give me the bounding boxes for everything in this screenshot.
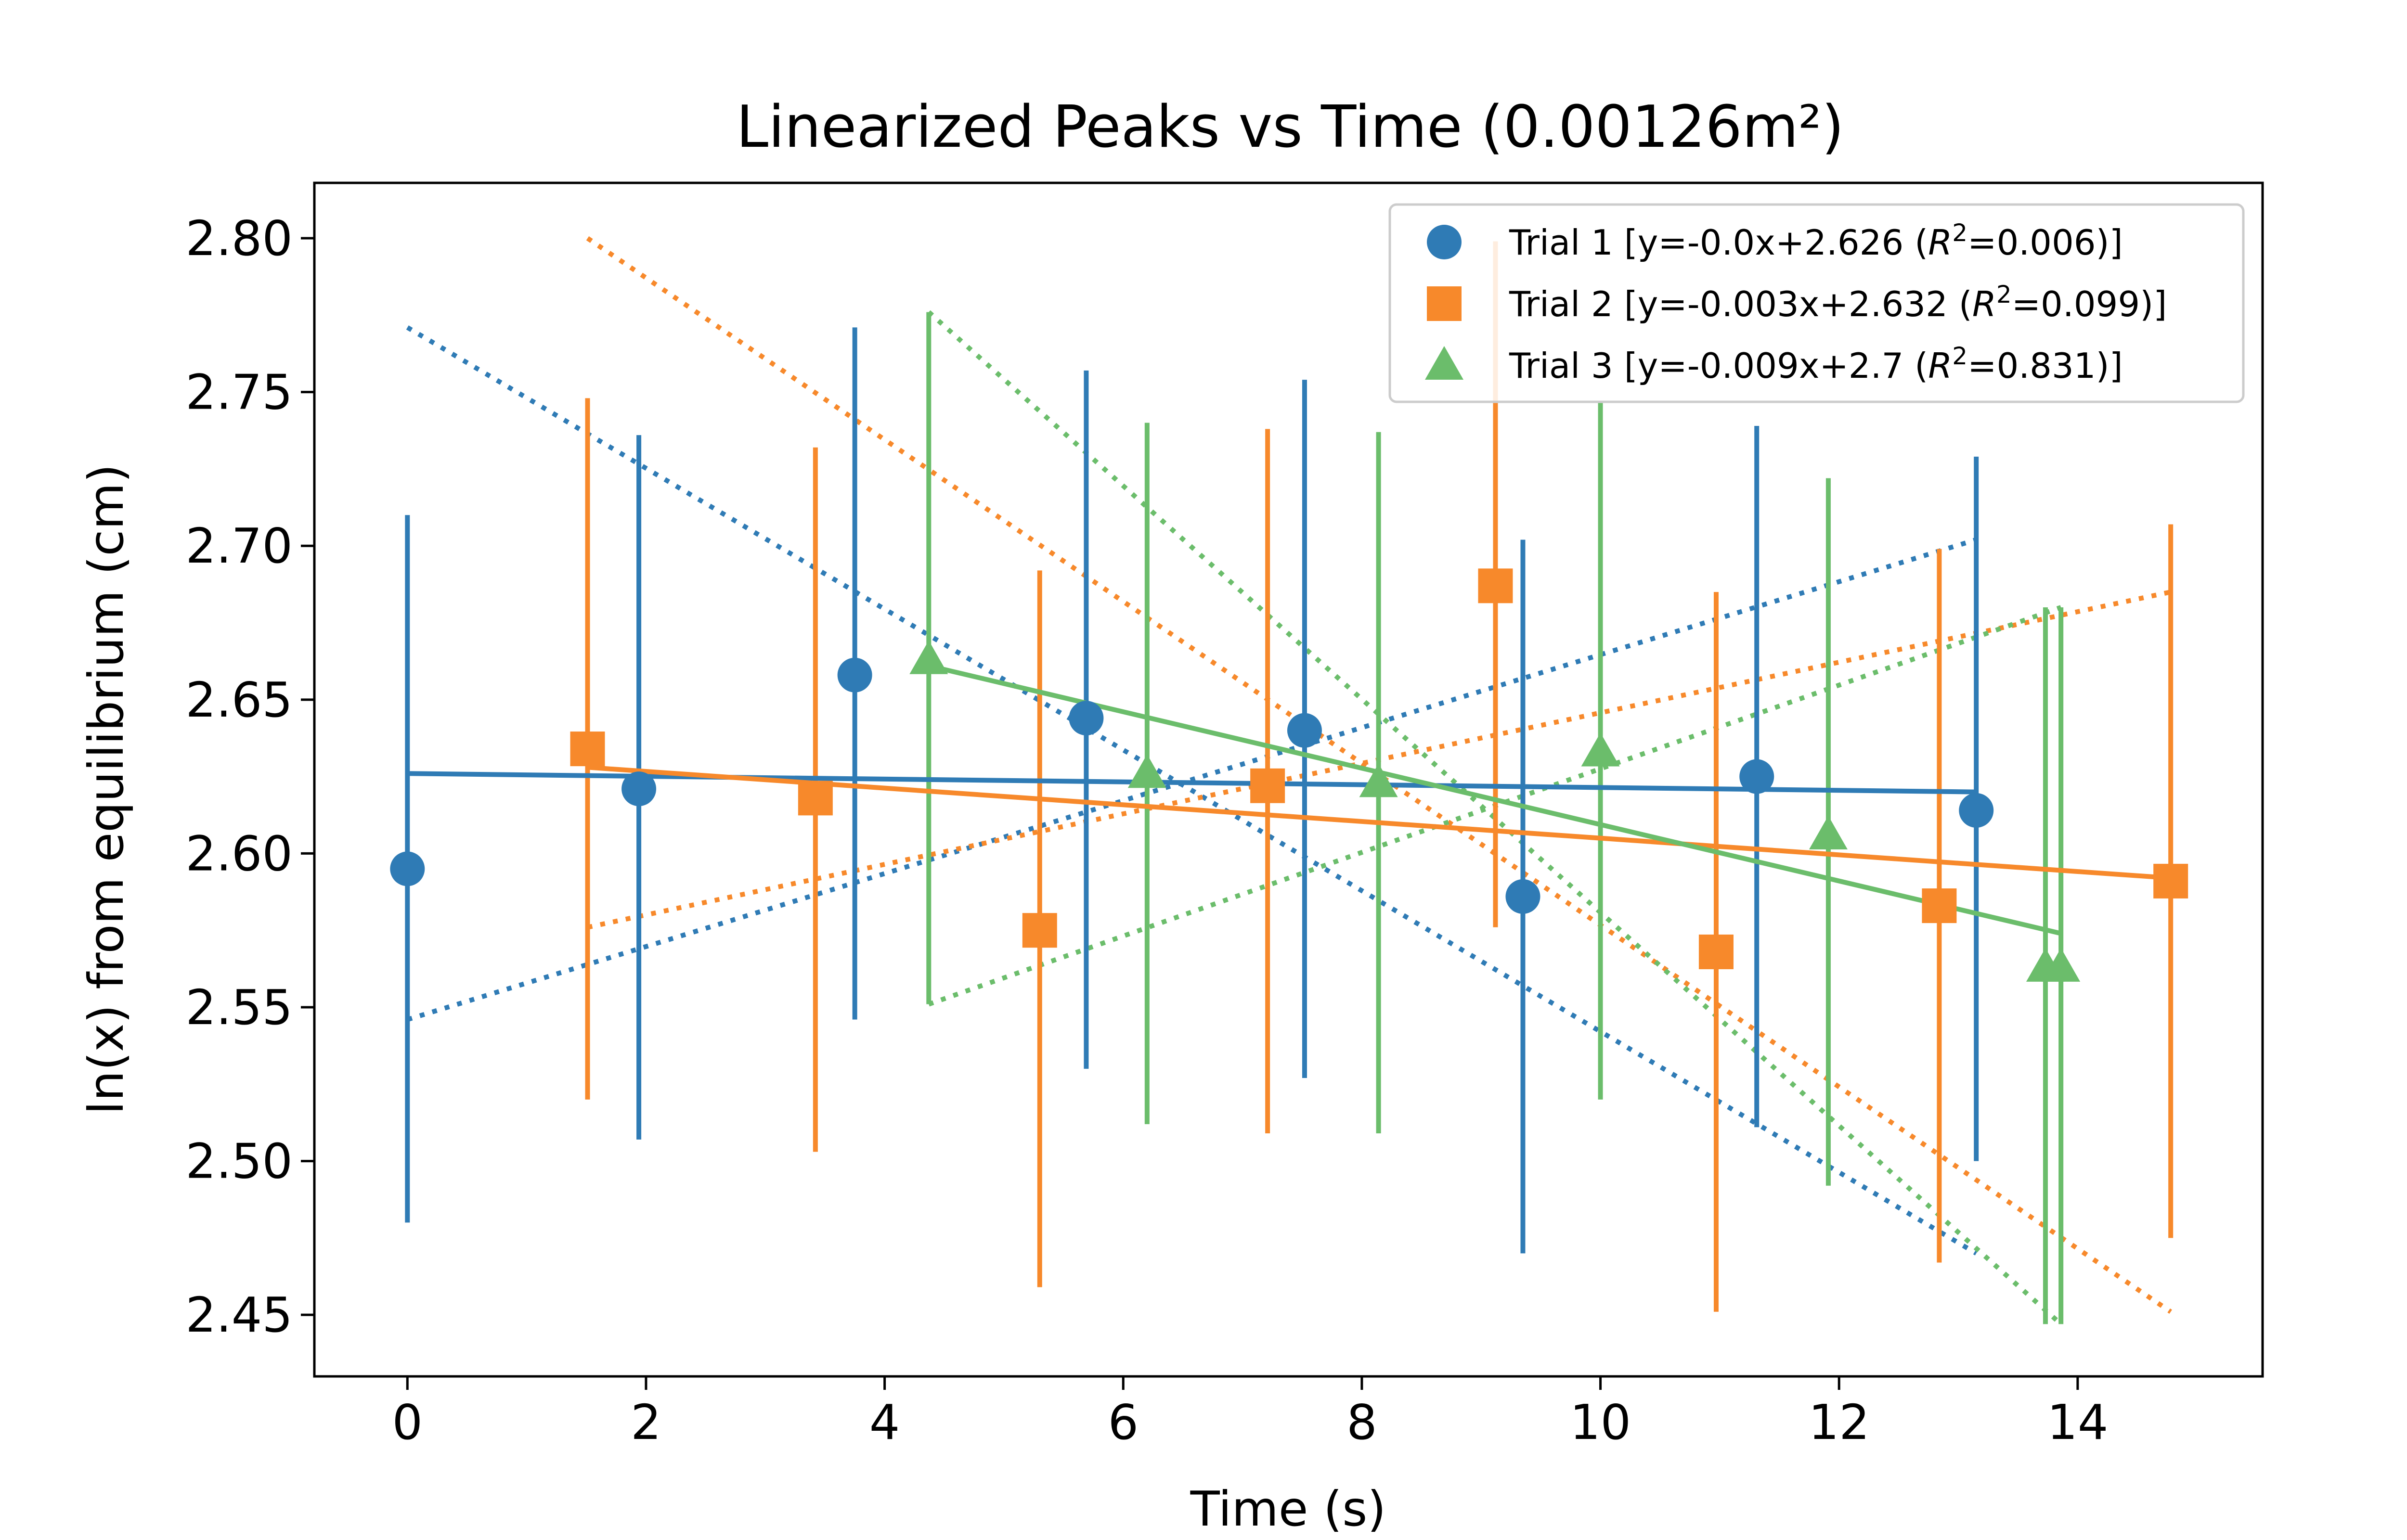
fit-lines	[407, 663, 2171, 936]
data-markers	[390, 568, 2188, 982]
plot-area	[390, 236, 2188, 1326]
x-tick-label: 10	[1570, 1394, 1631, 1450]
trial-2-data-point	[1698, 934, 1734, 969]
trial-1-data-point	[1739, 759, 1774, 794]
trial-3-data-point	[909, 640, 948, 674]
legend-marker-trial-1	[1427, 225, 1462, 259]
y-tick-label: 2.75	[185, 364, 293, 421]
trial-1-bound-line-1	[406, 325, 1978, 1256]
trial-3-data-point	[1359, 763, 1398, 797]
legend-marker-trial-2	[1427, 286, 1462, 321]
trial-3-data-point	[1581, 732, 1620, 767]
trial-3-data-point	[2042, 948, 2081, 982]
trial-1-data-point	[837, 657, 872, 693]
x-tick-label: 0	[392, 1394, 423, 1450]
y-tick-label: 2.65	[185, 672, 293, 728]
chart-title: Linearized Peaks vs Time (0.00126m²)	[736, 94, 1844, 161]
legend: Trial 1 [y=-0.0x+2.626 (R2=0.006)] Trial …	[1388, 203, 2245, 403]
trial-1-data-point	[621, 771, 657, 807]
x-axis-label: Time (s)	[1190, 1481, 1386, 1537]
trial-3-data-point	[1809, 816, 1848, 850]
legend-label-trial-2: Trial 2 [y=-0.003x+2.632 (R2=0.099)]	[1509, 281, 2167, 324]
y-tick-label: 2.55	[185, 979, 293, 1036]
trial-1-data-point	[1069, 701, 1104, 736]
trial-1-data-point	[1287, 713, 1322, 748]
trial-1-fit-line	[407, 771, 1977, 795]
y-tick-label: 2.80	[185, 210, 293, 267]
trial-1-data-point	[390, 851, 425, 886]
legend-box	[1388, 203, 2245, 403]
trial-1-data-point	[1959, 793, 1994, 828]
y-tick-label: 2.50	[185, 1133, 293, 1190]
y-tick-label: 2.60	[185, 825, 293, 882]
legend-label-trial-3: Trial 3 [y=-0.009x+2.7 (R2=0.831)]	[1509, 342, 2123, 386]
legend-marker-trial-3	[1425, 346, 1463, 380]
legend-label-trial-1: Trial 1 [y=-0.0x+2.626 (R2=0.006)]	[1509, 219, 2123, 263]
y-axis-ticks: 2.45 2.50 2.55 2.60 2.65 2.70 2.75 2.80	[185, 210, 314, 1343]
x-tick-label: 8	[1346, 1394, 1377, 1450]
x-axis-ticks: 0 2 4 6 8 10 12 14	[392, 1376, 2108, 1450]
trial-3-fit-line	[928, 663, 2062, 936]
y-tick-label: 2.45	[185, 1287, 293, 1343]
axes-frame	[313, 181, 2264, 1378]
y-axis-label: ln(x) from equilibrium (cm)	[78, 464, 134, 1115]
trial-2-data-point	[1022, 913, 1057, 948]
trial-2-fit-line	[587, 765, 2171, 881]
legend-entries: Trial 1 [y=-0.0x+2.626 (R2=0.006)] Trial …	[1425, 219, 2167, 386]
trial-2-data-point	[1250, 768, 1285, 803]
trial-2-data-point	[570, 732, 605, 767]
x-tick-label: 14	[2047, 1394, 2108, 1450]
trial-2-data-point	[2153, 863, 2188, 898]
trial-3-data-point	[1127, 754, 1166, 788]
trial-2-data-point	[1478, 568, 1513, 603]
trial-1-data-point	[1505, 879, 1540, 914]
x-tick-label: 12	[1809, 1394, 1870, 1450]
x-tick-label: 6	[1108, 1394, 1139, 1450]
x-tick-label: 4	[869, 1394, 900, 1450]
trial-2-data-point	[798, 781, 833, 816]
trial-2-data-point	[1922, 888, 1957, 924]
x-tick-label: 2	[631, 1394, 661, 1450]
y-tick-label: 2.70	[185, 518, 293, 574]
